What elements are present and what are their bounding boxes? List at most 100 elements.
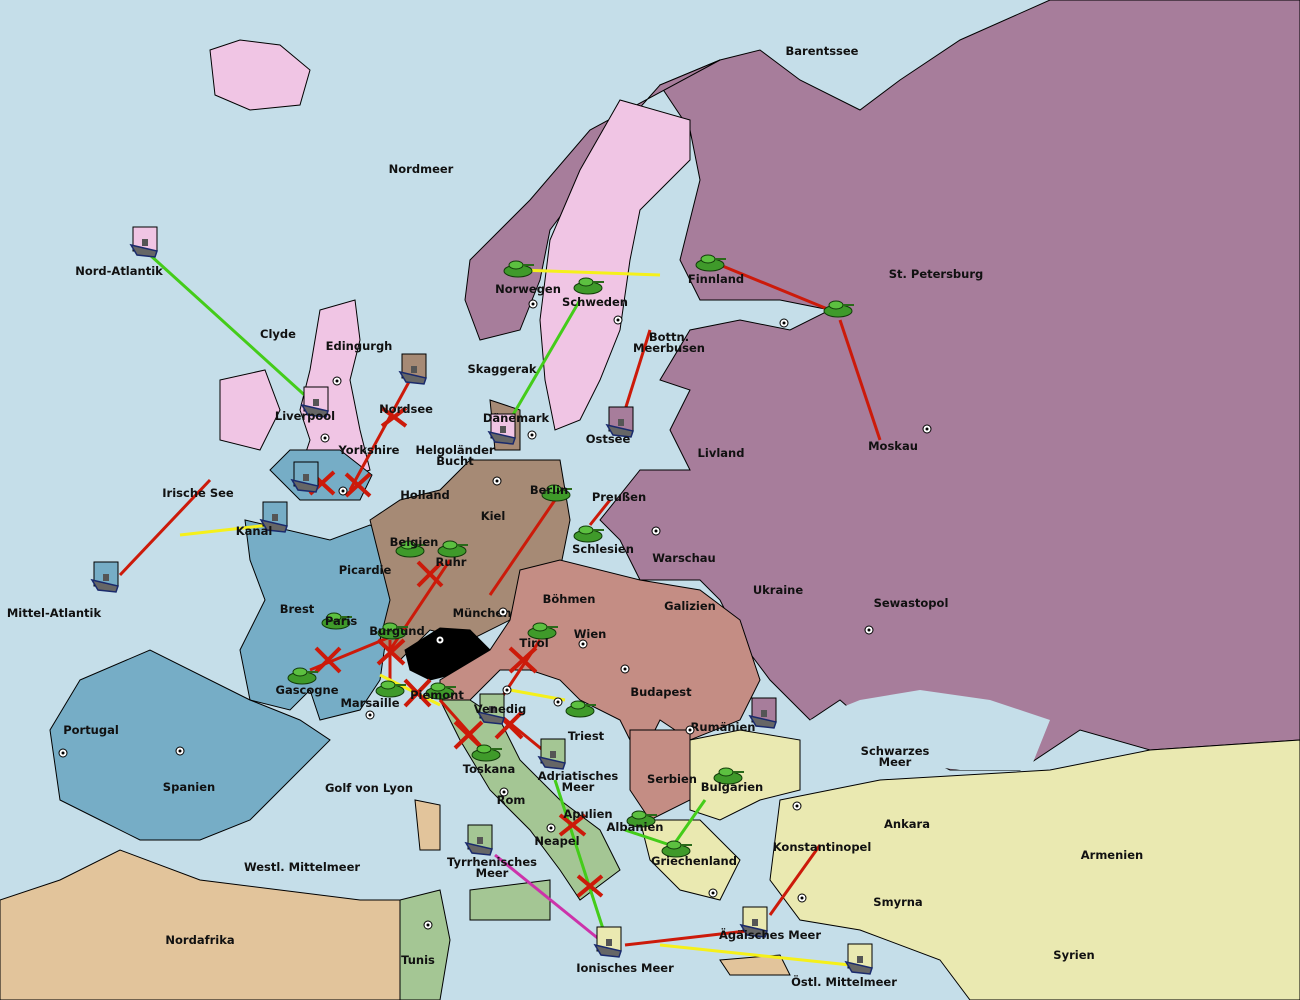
army-tank-icon[interactable]: [565, 700, 596, 718]
label-neapel: Neapel: [534, 834, 580, 848]
label-kiel: Kiel: [480, 509, 506, 523]
supply-center-icon: [779, 318, 789, 328]
army-tank-icon[interactable]: [573, 277, 604, 295]
move-order: [623, 329, 652, 411]
fleet-ship-icon[interactable]: [476, 693, 505, 725]
move-order: [838, 319, 882, 441]
supply-center-icon: [546, 823, 556, 833]
label-schweden: Schweden: [562, 295, 628, 309]
supply-center-icon: [527, 430, 537, 440]
move-order: [624, 928, 756, 947]
region-tunis[interactable]: [399, 889, 451, 1000]
label-marsaille: Marsaille: [340, 696, 400, 710]
supply-center-icon: [792, 801, 802, 811]
army-tank-icon[interactable]: [626, 810, 657, 828]
supply-center-icon: [613, 315, 623, 325]
supply-center-icon: [365, 710, 375, 720]
label-smyrna: Smyrna: [873, 895, 923, 909]
army-tank-icon[interactable]: [823, 300, 854, 318]
supply-center-icon: [423, 920, 433, 930]
label-holland: Holland: [400, 488, 450, 502]
fleet-ship-icon[interactable]: [129, 226, 158, 258]
label-wien: Wien: [573, 627, 607, 641]
army-tank-icon[interactable]: [377, 622, 408, 640]
fleet-ship-icon[interactable]: [739, 906, 768, 938]
army-tank-icon[interactable]: [573, 525, 604, 543]
fleet-ship-icon[interactable]: [259, 501, 288, 533]
support-order: [379, 673, 441, 707]
fleet-ship-icon[interactable]: [90, 561, 119, 593]
army-tank-icon[interactable]: [437, 540, 468, 558]
label-adriatisches-meer: Adriatisches Meer: [537, 769, 619, 794]
label-syrien: Syrien: [1053, 948, 1095, 962]
army-tank-icon[interactable]: [541, 484, 572, 502]
army-tank-icon[interactable]: [661, 840, 692, 858]
label-boehmen: Böhmen: [542, 592, 596, 606]
army-tank-icon[interactable]: [527, 622, 558, 640]
army-tank-icon[interactable]: [425, 682, 456, 700]
label-brest: Brest: [279, 602, 315, 616]
label-mittel-atlantik: Mittel-Atlantik: [6, 606, 102, 620]
retreat-order: [494, 853, 601, 942]
label-ruhr: Ruhr: [435, 555, 467, 569]
label-spanien: Spanien: [162, 780, 216, 794]
fleet-ship-icon[interactable]: [398, 353, 427, 385]
label-venedig: Venedig: [473, 702, 527, 716]
supply-center-icon: [922, 424, 932, 434]
label-albanien: Albanien: [606, 820, 664, 834]
convoy-order: [508, 299, 582, 421]
supply-center-icon: [528, 299, 538, 309]
move-order: [348, 379, 412, 491]
fleet-ship-icon[interactable]: [844, 943, 873, 975]
label-kanal: Kanal: [235, 524, 273, 538]
army-tank-icon[interactable]: [503, 260, 534, 278]
label-warschau: Warschau: [652, 551, 716, 565]
failed-order-marker: [416, 560, 444, 588]
supply-center-icon: [332, 376, 342, 386]
label-berlin: Berlin: [529, 483, 569, 497]
army-tank-icon[interactable]: [287, 667, 318, 685]
fleet-ship-icon[interactable]: [605, 406, 634, 438]
label-nordmeer: Nordmeer: [388, 162, 454, 176]
move-order: [719, 263, 831, 312]
support-order: [179, 523, 271, 537]
region-turkey[interactable]: [689, 729, 801, 821]
label-irische-see: Irische See: [162, 486, 234, 500]
army-tank-icon[interactable]: [321, 612, 352, 630]
move-order: [488, 499, 557, 596]
army-tank-icon[interactable]: [395, 540, 426, 558]
label-bulgarien: Bulgarien: [700, 780, 764, 794]
region-sweden[interactable]: [539, 99, 691, 431]
supply-center-icon: [498, 607, 508, 617]
label-ostsee: Ostsee: [585, 432, 631, 446]
label-sewastopol: Sewastopol: [873, 596, 949, 610]
label-budapest: Budapest: [630, 685, 692, 699]
region-russia[interactable]: [599, 0, 1300, 771]
move-order: [588, 499, 612, 526]
army-tank-icon[interactable]: [375, 680, 406, 698]
label-edingurgh: Edingurgh: [325, 339, 393, 353]
label-burgund: Burgund: [369, 624, 425, 638]
fleet-ship-icon[interactable]: [487, 413, 516, 445]
army-tank-icon[interactable]: [713, 767, 744, 785]
region-nordafrika[interactable]: [0, 849, 401, 1000]
fleet-ship-icon[interactable]: [593, 926, 622, 958]
supply-center-icon: [435, 635, 445, 645]
label-tunis: Tunis: [401, 953, 435, 967]
label-nordsee: Nordsee: [379, 402, 433, 416]
label-liverpool: Liverpool: [274, 409, 336, 423]
label-ionisches-meer: Ionisches Meer: [576, 961, 674, 975]
army-tank-icon[interactable]: [695, 254, 726, 272]
label-armenien: Armenien: [1080, 848, 1144, 862]
army-tank-icon[interactable]: [471, 744, 502, 762]
fleet-ship-icon[interactable]: [300, 386, 329, 418]
label-toskana: Toskana: [462, 762, 516, 776]
supply-center-icon: [492, 476, 502, 486]
fleet-ship-icon[interactable]: [537, 738, 566, 770]
fleet-ship-icon[interactable]: [464, 824, 493, 856]
region-iberia[interactable]: [49, 649, 331, 841]
fleet-ship-icon[interactable]: [748, 697, 777, 729]
failed-order-marker: [380, 406, 408, 428]
support-order: [659, 943, 851, 967]
fleet-ship-icon[interactable]: [290, 461, 319, 493]
